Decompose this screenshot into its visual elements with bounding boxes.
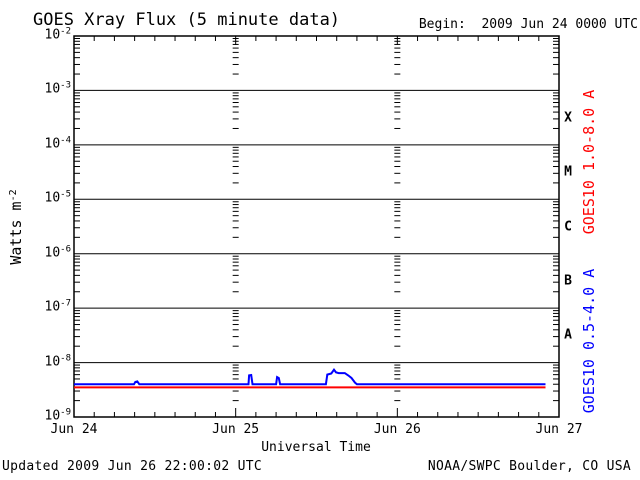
y-tick-exponent: -8: [60, 353, 71, 364]
flare-class-label-m: M: [564, 164, 572, 180]
legend-goes10-short-band: GOES10 0.5-4.0 A: [580, 268, 598, 414]
plot-frame: [73, 35, 560, 418]
y-tick-exponent: -4: [60, 135, 71, 146]
y-axis-title-base: Watts m: [7, 201, 25, 265]
y-tick-exponent: -3: [60, 80, 71, 91]
y-tick-label: 10-6: [44, 244, 72, 261]
legend-goes10-long-band: GOES10 1.0-8.0 A: [580, 89, 598, 235]
x-tick-label: Jun 25: [212, 422, 260, 437]
y-tick-base: 10: [44, 136, 61, 152]
y-tick-exponent: -7: [60, 298, 71, 309]
flare-class-label-a: A: [564, 327, 572, 343]
begin-timestamp: Begin: 2009 Jun 24 0000 UTC: [418, 17, 638, 32]
y-tick-label: 10-8: [44, 353, 72, 370]
y-tick-base: 10: [44, 299, 61, 315]
y-tick-label: 10-2: [44, 26, 72, 44]
y-tick-label: 10-4: [44, 135, 72, 152]
y-tick-label: 10-5: [44, 189, 72, 207]
y-tick-base: 10: [44, 408, 61, 424]
y-axis-title: Watts m-2: [7, 189, 25, 264]
updated-timestamp: Updated 2009 Jun 26 22:00:02 UTC: [2, 459, 263, 474]
flare-class-label-b: B: [564, 273, 572, 289]
y-tick-base: 10: [44, 27, 61, 43]
y-tick-label: 10-7: [44, 298, 72, 316]
y-tick-exponent: -5: [60, 189, 71, 200]
flare-class-label-c: C: [564, 219, 572, 234]
y-axis-title-exponent: -2: [8, 189, 19, 202]
x-tick-label: Jun 26: [373, 422, 421, 437]
y-tick-exponent: -9: [60, 407, 71, 418]
x-tick-label: Jun 24: [50, 422, 98, 437]
y-tick-base: 10: [44, 81, 61, 97]
y-tick-label: 10-9: [44, 407, 72, 425]
y-tick-base: 10: [44, 354, 61, 370]
y-tick-label: 10-3: [44, 80, 72, 98]
y-tick-base: 10: [44, 190, 61, 206]
x-tick-label: Jun 27: [535, 422, 583, 437]
chart-title: GOES Xray Flux (5 minute data): [33, 10, 341, 30]
series-trace-1: [74, 367, 546, 386]
credit-text: NOAA/SWPC Boulder, CO USA: [427, 459, 631, 474]
y-tick-exponent: -2: [60, 26, 71, 37]
y-tick-base: 10: [44, 245, 61, 261]
flare-class-label-x: X: [564, 110, 572, 126]
y-tick-exponent: -6: [60, 244, 71, 255]
x-axis-title: Universal Time: [261, 440, 371, 455]
